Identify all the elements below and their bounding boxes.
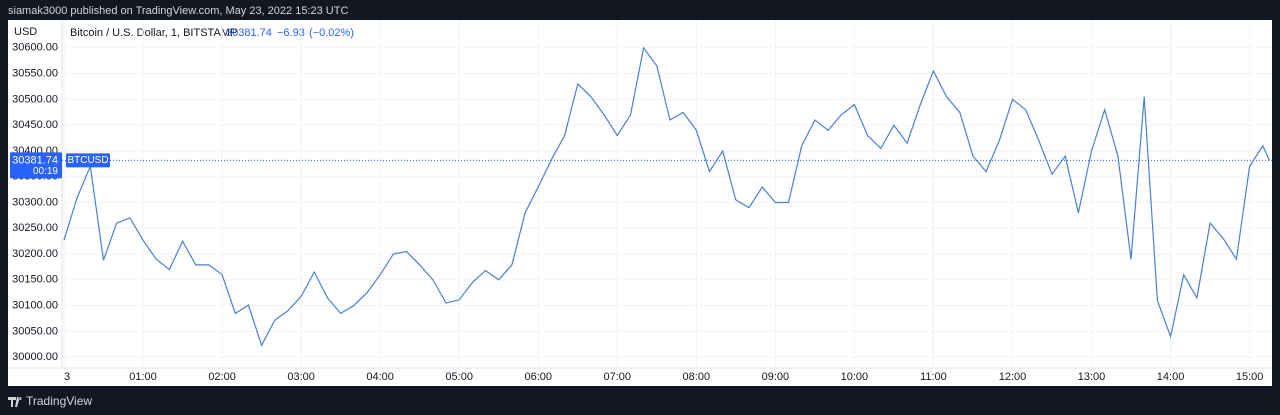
symbol-tag-label: BTCUSD — [67, 155, 108, 166]
legend-change: −6.93 — [277, 27, 305, 39]
x-tick-label: 03:00 — [287, 371, 315, 383]
currency-label: USD — [14, 26, 37, 38]
legend-change-pct: (−0.02%) — [309, 27, 354, 39]
x-tick-label: 04:00 — [366, 371, 394, 383]
price-tag — [10, 152, 62, 179]
x-tick-label: 06:00 — [524, 371, 552, 383]
logo-mark — [8, 397, 22, 407]
price-tag-value: 30381.74 — [12, 154, 58, 166]
x-tick-label: 14:00 — [1157, 371, 1185, 383]
x-tick-label: 12:00 — [999, 371, 1027, 383]
x-tick-label: 07:00 — [604, 371, 632, 383]
x-tick-label: 08:00 — [683, 371, 711, 383]
x-tick-label: 02:00 — [208, 371, 236, 383]
y-tick-label: 30550.00 — [12, 68, 58, 80]
plot: 30000.00 30050.00 30100.00 30150.00 30200.00… — [10, 20, 1272, 383]
y-tick-label: 30000.00 — [12, 351, 58, 363]
x-tick-label: 11:00 — [920, 371, 947, 383]
published-note: siamak3000 published on TradingView.com,… — [8, 5, 348, 17]
x-tick-label: 15:00 — [1236, 371, 1264, 383]
y-tick-label: 30050.00 — [12, 325, 58, 337]
x-tick-label: 01:00 — [129, 371, 157, 383]
price-line — [63, 46, 1270, 347]
brand: TradingView — [26, 394, 92, 408]
logo: TradingView — [8, 394, 92, 408]
x-tick-label: 05:00 — [445, 371, 473, 383]
legend-price: 30381.74 — [226, 27, 272, 39]
y-tick-label: 30300.00 — [12, 196, 58, 208]
countdown: 00:19 — [33, 166, 58, 177]
y-tick-label: 30200.00 — [12, 248, 58, 260]
y-tick-label: 30600.00 — [12, 42, 58, 54]
chart-title: Bitcoin / U.S. Dollar, 1, BITSTAMP — [70, 27, 237, 39]
x-tick-label: 3 — [64, 371, 70, 383]
y-tick-label: 30450.00 — [12, 119, 58, 131]
y-tick-label: 30100.00 — [12, 300, 58, 312]
y-tick-label: 30250.00 — [12, 222, 58, 234]
x-tick-label: 09:00 — [762, 371, 790, 383]
x-tick-label: 13:00 — [1078, 371, 1106, 383]
y-tick-label: 30150.00 — [12, 274, 58, 286]
x-tick-label: 10:00 — [841, 371, 869, 383]
y-tick-label: 30500.00 — [12, 93, 58, 105]
symbol-tag — [66, 153, 110, 168]
